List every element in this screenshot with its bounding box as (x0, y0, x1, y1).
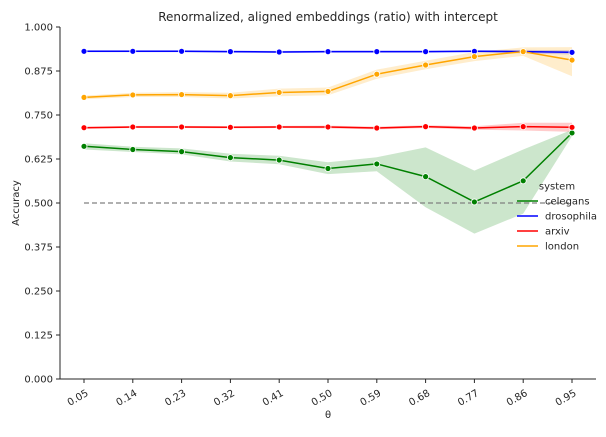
x-tick-label: 0.95 (554, 388, 579, 409)
point-arxiv-0.41 (275, 123, 283, 131)
point-arxiv-0.23 (178, 123, 186, 131)
point-drosophila-0.50 (324, 48, 332, 56)
legend-label-arxiv: arxiv (545, 227, 570, 238)
x-tick-label: 0.77 (456, 388, 481, 409)
y-tick-label: 0.625 (24, 155, 53, 166)
point-celegans-0.05 (80, 142, 88, 150)
y-tick-label: 0.250 (24, 287, 53, 298)
confidence-bands (84, 47, 572, 234)
x-tick-label: 0.59 (359, 388, 384, 409)
x-tick-label: 0.23 (163, 388, 188, 409)
point-arxiv-0.59 (373, 124, 381, 132)
point-london-0.95 (568, 56, 576, 64)
point-london-0.59 (373, 70, 381, 78)
point-drosophila-0.05 (80, 47, 88, 55)
point-london-0.32 (226, 92, 234, 100)
y-tick-label: 0.125 (24, 331, 53, 342)
point-arxiv-0.68 (422, 123, 430, 131)
point-london-0.05 (80, 94, 88, 101)
point-drosophila-0.68 (422, 48, 430, 56)
chart-title: Renormalized, aligned embeddings (ratio)… (158, 10, 498, 24)
legend-title: system (539, 182, 575, 193)
series-points (80, 47, 576, 206)
point-arxiv-0.95 (568, 123, 576, 131)
point-london-0.68 (422, 61, 430, 69)
point-drosophila-0.23 (178, 47, 186, 55)
y-tick-label: 0.000 (24, 375, 53, 386)
x-tick-label: 0.14 (115, 388, 140, 409)
y-tick-label: 0.875 (24, 67, 53, 78)
point-celegans-0.14 (129, 146, 137, 153)
point-london-0.86 (519, 48, 527, 56)
point-drosophila-0.32 (226, 48, 234, 56)
point-arxiv-0.05 (80, 124, 88, 132)
legend-label-celegans: celegans (545, 197, 590, 208)
x-tick-label: 0.41 (261, 388, 286, 409)
point-drosophila-0.95 (568, 48, 576, 56)
point-celegans-0.86 (519, 177, 527, 185)
point-drosophila-0.41 (275, 48, 283, 56)
point-celegans-0.23 (178, 148, 186, 156)
point-celegans-0.77 (470, 198, 478, 206)
point-celegans-0.50 (324, 165, 332, 172)
legend: system celegans drosophila arxiv london (517, 182, 597, 253)
band-celegans (84, 129, 572, 234)
point-arxiv-0.14 (129, 123, 137, 131)
point-celegans-0.95 (568, 129, 576, 137)
point-celegans-0.32 (226, 154, 234, 161)
y-tick-label: 1.000 (24, 23, 53, 34)
y-tick-label: 0.375 (24, 243, 53, 254)
x-tick-label: 0.50 (310, 388, 335, 409)
y-axis-label: Accuracy (11, 180, 22, 226)
point-arxiv-0.86 (519, 123, 527, 131)
point-drosophila-0.59 (373, 48, 381, 56)
point-london-0.41 (275, 89, 283, 96)
x-axis-label: θ (325, 410, 331, 421)
point-celegans-0.68 (422, 173, 430, 181)
point-arxiv-0.50 (324, 123, 332, 131)
point-drosophila-0.14 (129, 47, 137, 55)
point-celegans-0.41 (275, 156, 283, 164)
legend-label-london: london (545, 242, 579, 253)
legend-label-drosophila: drosophila (545, 212, 597, 223)
point-london-0.77 (470, 53, 478, 60)
y-tick-label: 0.500 (24, 199, 53, 210)
x-tick-label: 0.05 (66, 388, 91, 409)
point-arxiv-0.77 (470, 124, 478, 132)
point-london-0.14 (129, 91, 137, 99)
y-tick-label: 0.750 (24, 111, 53, 122)
point-celegans-0.59 (373, 160, 381, 168)
x-tick-label: 0.86 (505, 388, 530, 409)
x-tick-label: 0.68 (407, 388, 432, 409)
point-london-0.50 (324, 88, 332, 95)
x-tick-label: 0.32 (212, 388, 237, 409)
point-arxiv-0.32 (226, 123, 234, 131)
point-london-0.23 (178, 91, 186, 98)
